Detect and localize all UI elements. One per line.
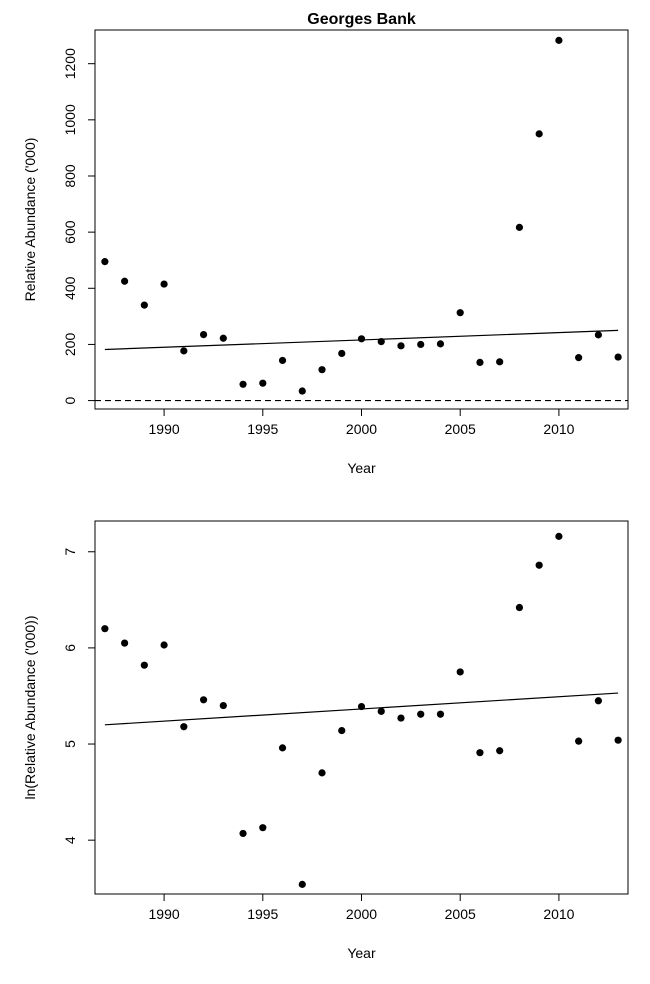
x-tick-label: 1990 [149,421,180,437]
data-point [140,301,148,309]
x-tick-label: 2005 [445,421,476,437]
data-point [180,723,188,731]
data-point [555,36,563,44]
y-tick-label: 0 [62,396,78,404]
x-tick-label: 1990 [149,906,180,922]
data-point [555,532,563,540]
data-point [259,824,267,832]
data-point [338,726,346,735]
data-point [121,277,129,285]
data-point [318,366,326,374]
data-point [101,625,109,633]
y-tick-label: 1200 [62,48,78,79]
y-axis-label: ln(Relative Abundance ('000)) [22,615,38,799]
data-point [456,309,464,317]
data-point [219,334,227,342]
data-point [239,829,247,838]
data-point [357,702,366,711]
data-point [614,353,622,361]
data-point [357,335,366,343]
y-axis-label: Relative Abundance ('000) [22,138,38,302]
data-point [318,769,326,777]
data-point [594,331,602,339]
y-tick-label: 7 [62,548,78,556]
data-point [397,342,405,350]
data-point [515,603,524,612]
x-tick-label: 2000 [346,906,377,922]
data-point [239,380,247,388]
data-point [180,347,188,355]
data-point [101,258,109,266]
x-tick-label: 1995 [247,906,278,922]
data-point [121,639,129,647]
data-point [515,223,524,231]
y-tick-label: 400 [62,276,78,300]
y-tick-label: 200 [62,333,78,357]
x-tick-label: 2010 [543,421,574,437]
data-point [436,710,445,718]
data-point [614,736,622,744]
data-point [417,340,425,349]
x-tick-label: 1995 [247,421,278,437]
x-tick-label: 2010 [543,906,574,922]
data-point [199,331,208,339]
y-tick-label: 600 [62,220,78,244]
x-axis-label: Year [347,460,376,476]
data-point [535,130,543,138]
data-point [417,710,425,718]
data-point [575,354,583,362]
data-point [298,880,306,888]
data-point [476,749,484,757]
data-point [535,561,543,569]
data-point [476,358,484,366]
data-point [160,641,168,649]
x-tick-label: 2000 [346,421,377,437]
data-point [496,747,504,755]
y-tick-label: 1000 [62,104,78,135]
data-point [397,714,405,722]
data-point [219,701,227,710]
data-point [377,707,385,715]
data-point [278,744,287,752]
chart-title: Georges Bank [307,11,416,28]
data-point [160,280,168,288]
y-tick-label: 800 [62,164,78,188]
data-point [259,379,267,387]
y-tick-label: 4 [62,836,78,844]
data-point [456,668,464,676]
data-point [298,387,306,395]
plot-frame-1 [94,29,629,410]
data-point [436,340,445,348]
data-point [199,696,208,704]
data-point [338,349,346,358]
data-point [594,697,602,705]
data-point [377,338,385,346]
y-tick-label: 5 [62,740,78,748]
data-point [140,661,148,669]
data-point [575,737,583,745]
x-axis-label: Year [347,945,376,961]
y-tick-label: 6 [62,644,78,652]
x-tick-label: 2005 [445,906,476,922]
data-point [278,356,287,365]
data-point [496,358,504,366]
